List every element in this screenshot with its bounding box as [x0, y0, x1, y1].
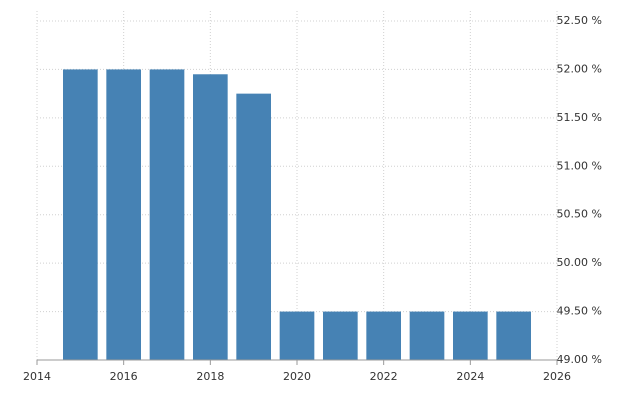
- bar: [279, 311, 315, 360]
- x-tick-label: 2018: [196, 370, 224, 383]
- bar: [323, 311, 358, 360]
- bar: [193, 74, 228, 361]
- bar: [453, 311, 488, 360]
- y-tick-label: 52.00 %: [557, 62, 602, 75]
- bar: [63, 69, 98, 360]
- y-tick-label: 51.00 %: [557, 159, 602, 172]
- y-tick-label: 52.50 %: [557, 14, 602, 27]
- x-tick-label: 2024: [456, 370, 484, 383]
- y-tick-label: 50.00 %: [557, 256, 602, 269]
- x-tick-label: 2020: [283, 370, 311, 383]
- x-tick-label: 2016: [110, 370, 138, 383]
- bar: [149, 69, 185, 360]
- bar: [366, 311, 401, 360]
- y-tick-label: 51.50 %: [557, 111, 602, 124]
- x-tick-label: 2022: [370, 370, 398, 383]
- bar: [409, 311, 445, 360]
- x-tick-label: 2014: [23, 370, 51, 383]
- bar: [236, 93, 271, 361]
- y-tick-label: 49.00 %: [557, 353, 602, 366]
- y-tick-label: 49.50 %: [557, 305, 602, 318]
- bar: [496, 311, 531, 360]
- x-tick-label: 2026: [543, 370, 571, 383]
- bar: [106, 69, 141, 360]
- y-tick-label: 50.50 %: [557, 208, 602, 221]
